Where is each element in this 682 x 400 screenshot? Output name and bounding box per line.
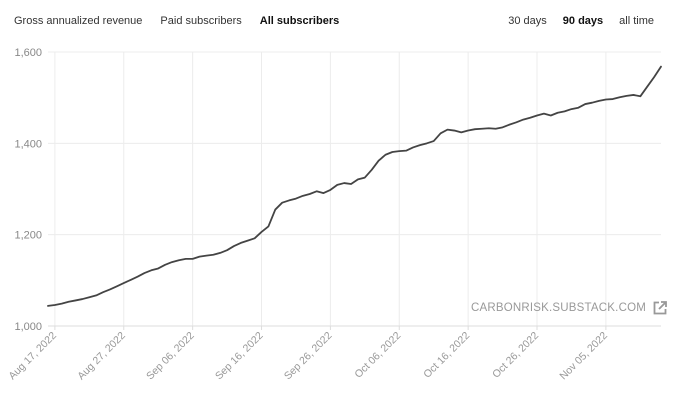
x-tick-label: Aug 17, 2022 <box>6 330 59 383</box>
all-subscribers-series-line <box>47 65 662 307</box>
tab-paid-subscribers[interactable]: Paid subscribers <box>160 15 242 27</box>
metric-tabs: Gross annualized revenue Paid subscriber… <box>14 15 339 27</box>
x-tick-label: Oct 26, 2022 <box>490 330 541 381</box>
x-tick-label: Sep 26, 2022 <box>282 330 335 383</box>
y-tick-label: 1,000 <box>14 321 42 333</box>
x-tick-label: Nov 05, 2022 <box>557 330 610 383</box>
x-tick-label: Aug 27, 2022 <box>75 330 128 383</box>
tab-gross-annualized-revenue[interactable]: Gross annualized revenue <box>14 15 143 27</box>
watermark-link[interactable]: CARBONRISK.SUBSTACK.COM <box>471 299 669 317</box>
range-all-time[interactable]: all time <box>619 15 654 27</box>
watermark-text: CARBONRISK.SUBSTACK.COM <box>471 302 646 314</box>
y-tick-label: 1,400 <box>14 138 42 150</box>
y-tick-label: 1,600 <box>14 47 42 59</box>
x-tick-label: Oct 16, 2022 <box>421 330 472 381</box>
range-30-days[interactable]: 30 days <box>508 15 547 27</box>
x-axis-ticks: Aug 17, 2022 Aug 27, 2022 Sep 06, 2022 Sep … <box>6 326 610 382</box>
range-tabs: 30 days 90 days all time <box>508 15 654 27</box>
y-tick-label: 1,200 <box>14 230 42 242</box>
tab-all-subscribers[interactable]: All subscribers <box>259 15 340 27</box>
chart-grid <box>48 51 661 326</box>
y-axis-ticks: 1,000 1,200 1,400 1,600 <box>14 47 42 333</box>
external-link-icon <box>653 301 667 315</box>
x-tick-label: Sep 06, 2022 <box>144 330 197 383</box>
range-90-days[interactable]: 90 days <box>562 15 604 27</box>
x-tick-label: Oct 06, 2022 <box>352 330 403 381</box>
x-tick-label: Sep 16, 2022 <box>213 330 266 383</box>
